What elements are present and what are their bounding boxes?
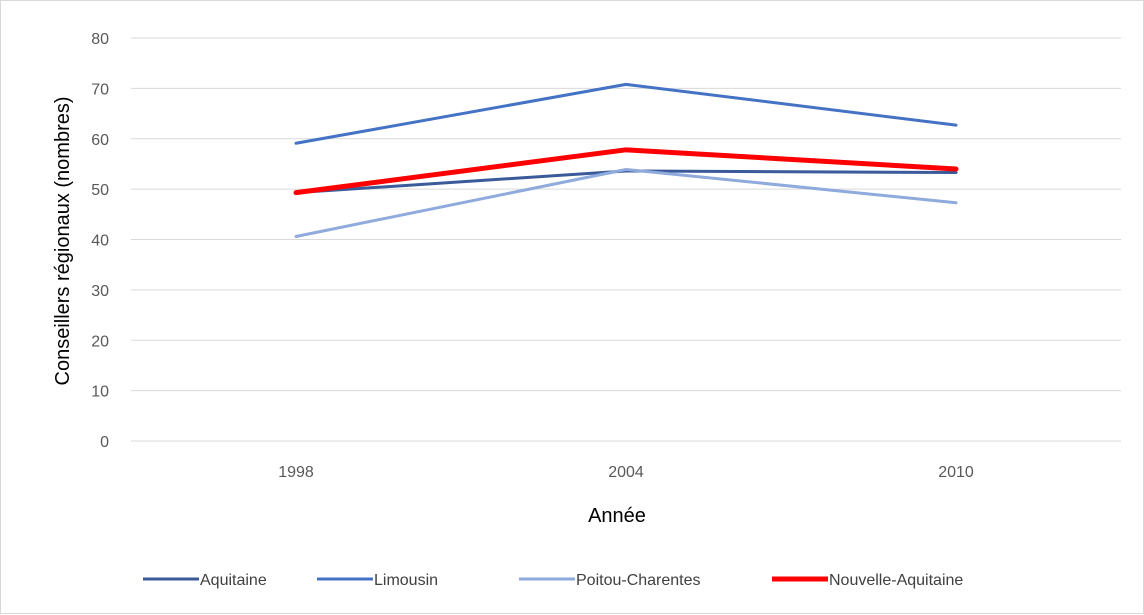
y-tick-label: 40 xyxy=(91,233,109,250)
series-line-nouvelle-aquitaine xyxy=(293,147,959,196)
y-axis-title: Conseillers régionaux (nombres) xyxy=(52,96,74,385)
y-tick-label: 70 xyxy=(91,81,109,98)
y-tick-label: 20 xyxy=(91,333,109,350)
legend-label: Poitou-Charentes xyxy=(576,572,701,589)
legend-label: Aquitaine xyxy=(200,572,267,589)
y-tick-label: 50 xyxy=(91,182,109,199)
series-line-limousin xyxy=(294,82,958,145)
legend-label: Nouvelle-Aquitaine xyxy=(829,572,963,589)
y-tick-label: 60 xyxy=(91,132,109,149)
y-tick-label: 80 xyxy=(91,31,109,48)
y-tick-label: 10 xyxy=(91,384,109,401)
y-tick-label: 30 xyxy=(91,283,109,300)
x-axis-title: Année xyxy=(588,505,646,527)
legend-label: Limousin xyxy=(374,572,438,589)
x-tick-label: 2004 xyxy=(608,464,644,481)
legend: Aquitaine Limousin Poitou-Charentes Nouvell… xyxy=(143,572,963,589)
series-line-poitou-charentes xyxy=(294,167,958,238)
x-tick-labels: 1998 2004 2010 xyxy=(278,464,974,481)
x-tick-label: 2010 xyxy=(938,464,974,481)
y-tick-labels: 0 10 20 30 40 50 60 70 80 xyxy=(91,31,109,451)
y-tick-label: 0 xyxy=(100,434,109,451)
series-lines xyxy=(293,82,959,238)
x-tick-label: 1998 xyxy=(278,464,314,481)
gridlines xyxy=(131,37,1121,442)
